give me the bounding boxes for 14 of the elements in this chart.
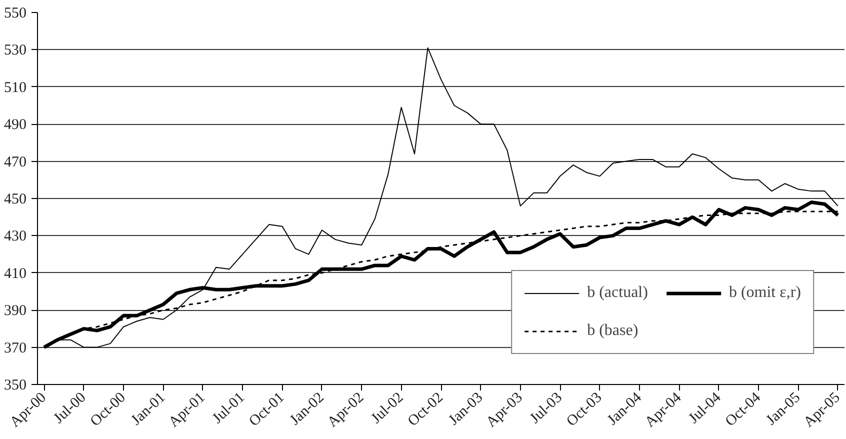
y-tick-label: 370 bbox=[4, 340, 26, 356]
y-tick-label: 470 bbox=[4, 154, 26, 170]
y-tick-label: 430 bbox=[4, 228, 26, 245]
y-tick-label: 530 bbox=[4, 42, 26, 59]
legend-label: b (actual) bbox=[587, 284, 648, 302]
y-tick-label: 450 bbox=[4, 192, 26, 208]
y-tick-label: 350 bbox=[4, 378, 26, 394]
legend-label: b (omit ε,r) bbox=[728, 284, 801, 302]
y-tick-label: 410 bbox=[4, 266, 26, 282]
y-tick-label: 550 bbox=[4, 6, 26, 22]
y-tick-label: 390 bbox=[4, 303, 26, 320]
y-tick-label: 490 bbox=[4, 117, 26, 134]
y-tick-label: 510 bbox=[4, 80, 26, 96]
legend-label: b (base) bbox=[587, 322, 638, 340]
